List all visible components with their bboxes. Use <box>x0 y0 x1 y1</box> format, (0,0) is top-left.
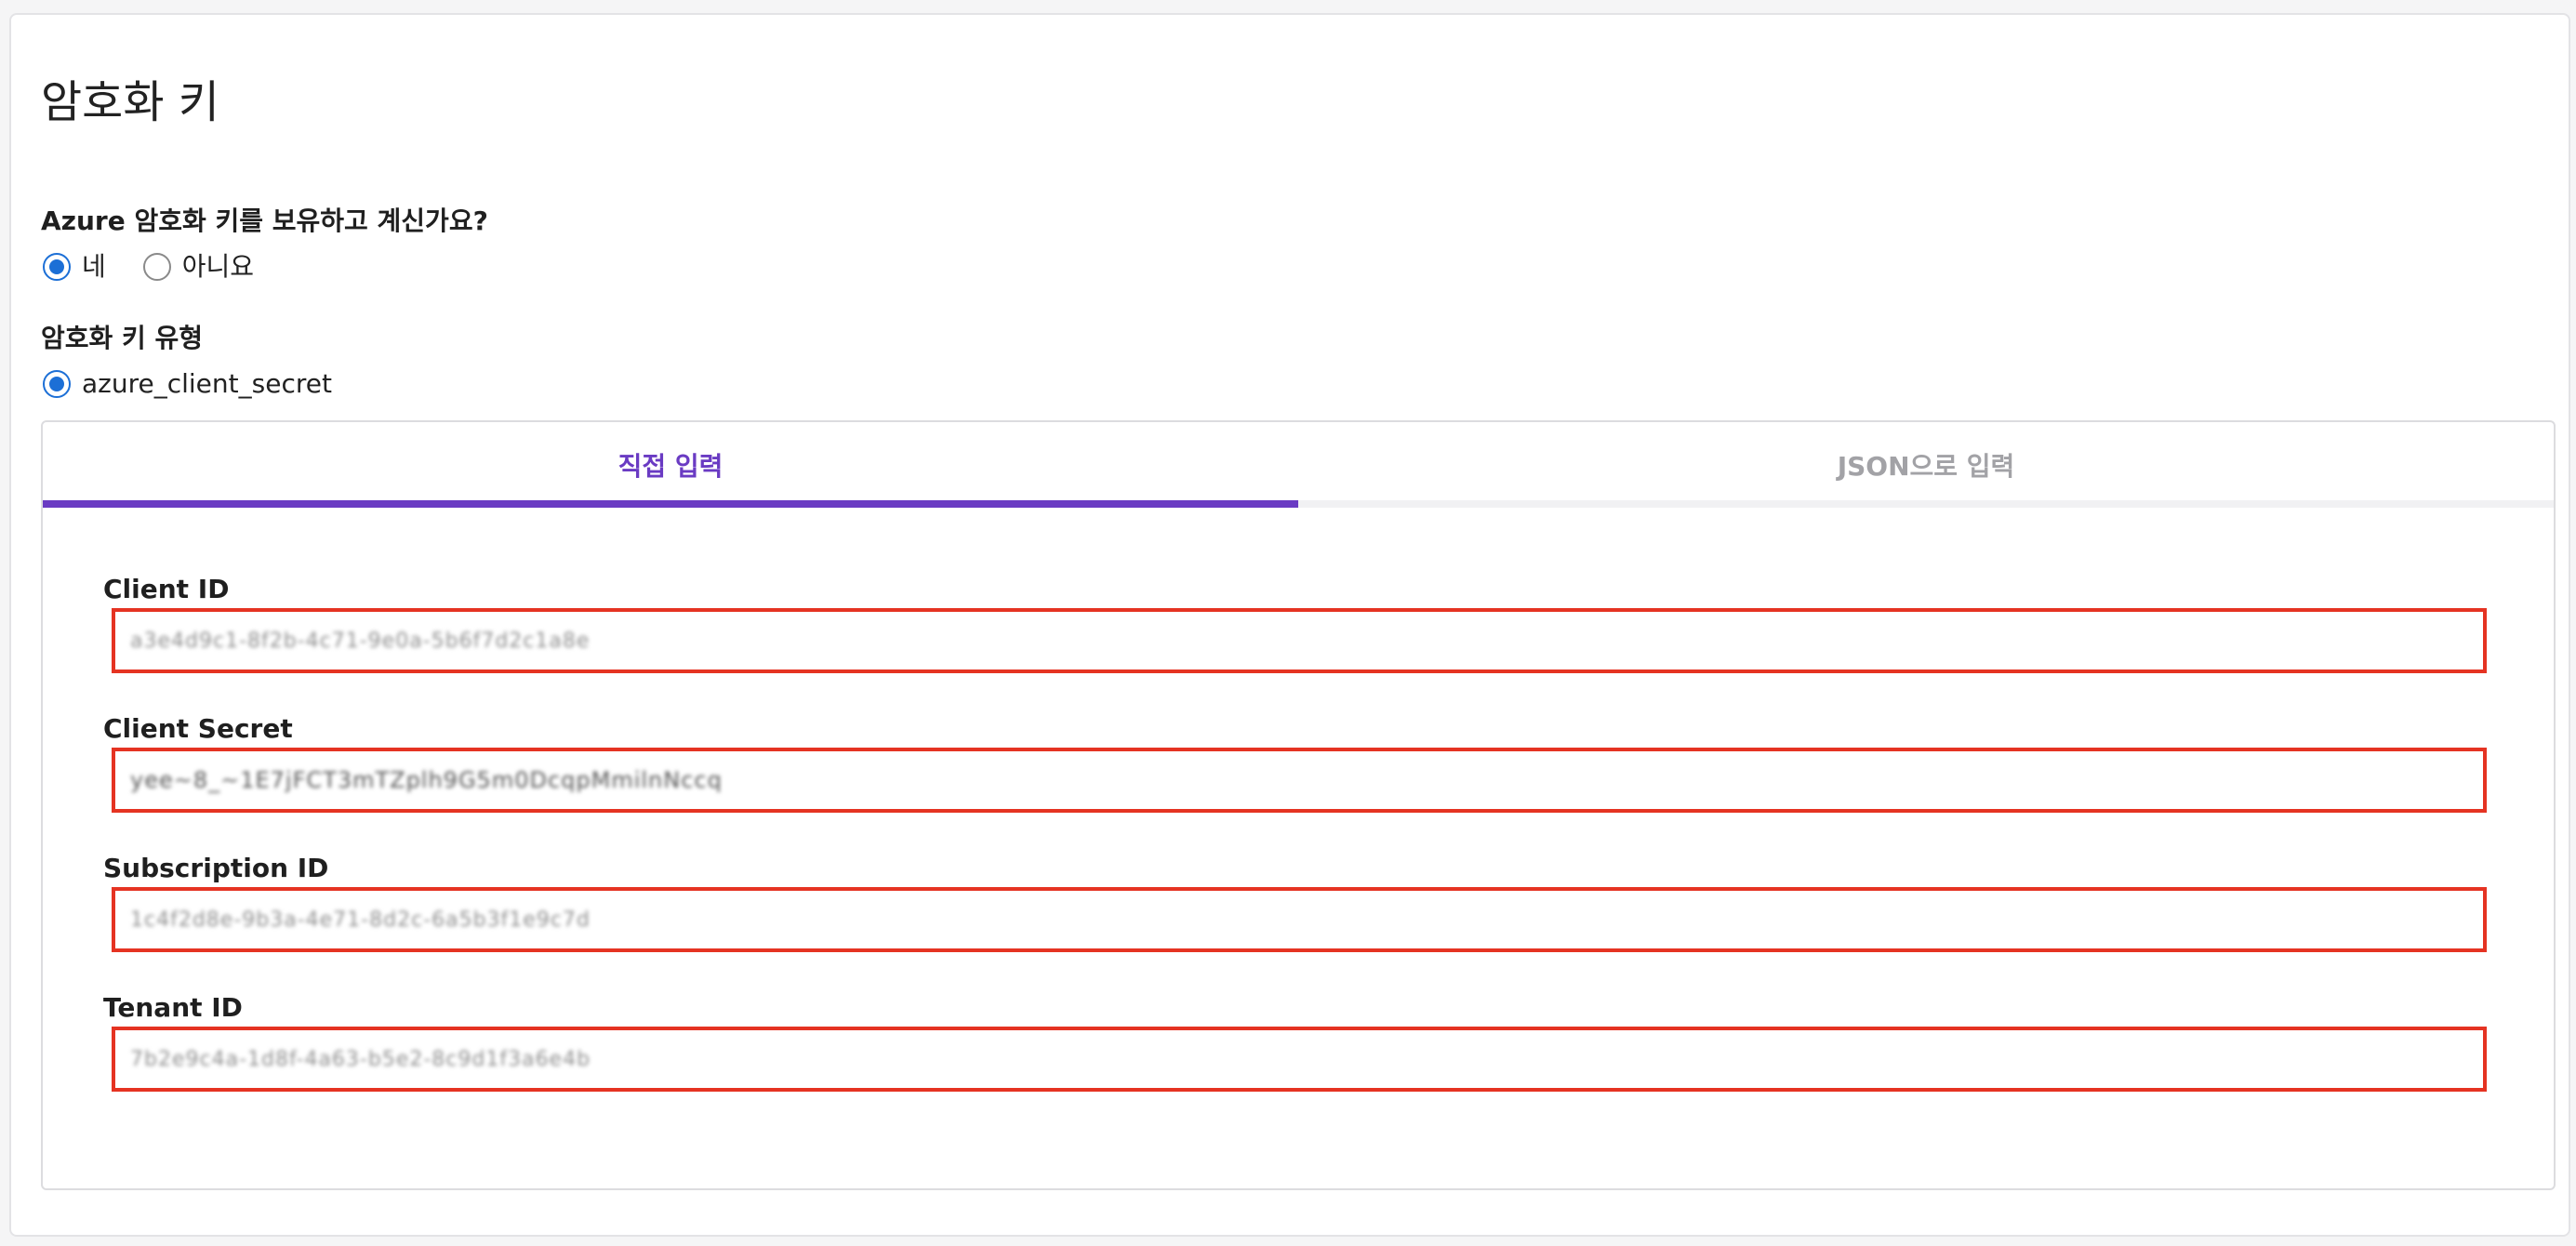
has-key-radio-group: 네 아니요 <box>43 253 291 281</box>
has-key-question-label: Azure 암호화 키를 보유하고 계신가요? <box>41 205 488 236</box>
radio-azure-checked-icon[interactable] <box>43 370 71 398</box>
radio-no-unchecked-icon[interactable] <box>142 253 171 281</box>
radio-no-label: 아니요 <box>181 251 255 282</box>
tab-json-input[interactable]: JSON으로 입력 <box>1298 422 2554 508</box>
page-title: 암호화 키 <box>41 76 219 128</box>
tenant-id-input[interactable]: 7b2e9c4a-1d8f-4a63-b5e2-8c9d1f3a6e4b <box>112 1027 2487 1092</box>
radio-option-azure-client-secret[interactable]: azure_client_secret <box>43 370 332 398</box>
radio-option-no[interactable]: 아니요 <box>142 251 255 282</box>
radio-yes-checked-icon[interactable] <box>43 253 71 281</box>
radio-option-yes[interactable]: 네 <box>43 253 106 281</box>
client-secret-label: Client Secret <box>103 713 293 744</box>
subscription-id-value: 1c4f2d8e-9b3a-4e71-8d2c-6a5b3f1e9c7d <box>130 908 591 932</box>
tenant-id-label: Tenant ID <box>103 992 243 1023</box>
tab-direct-input[interactable]: 직접 입력 <box>43 422 1298 508</box>
radio-azure-label: azure_client_secret <box>82 368 332 399</box>
encryption-key-card: 암호화 키 Azure 암호화 키를 보유하고 계신가요? 네 아니요 암호화 … <box>9 13 2570 1237</box>
client-secret-input[interactable]: yee~8_~1E7jFCT3mTZplh9G5m0DcqpMmilnNccq <box>112 748 2487 813</box>
client-secret-value: yee~8_~1E7jFCT3mTZplh9G5m0DcqpMmilnNccq <box>130 767 723 793</box>
tenant-id-value: 7b2e9c4a-1d8f-4a63-b5e2-8c9d1f3a6e4b <box>130 1047 591 1071</box>
client-id-value: a3e4d9c1-8f2b-4c71-9e0a-5b6f7d2c1a8e <box>130 629 591 653</box>
client-id-input[interactable]: a3e4d9c1-8f2b-4c71-9e0a-5b6f7d2c1a8e <box>112 608 2487 673</box>
tab-bar: 직접 입력 JSON으로 입력 <box>43 422 2554 508</box>
key-type-label: 암호화 키 유형 <box>41 323 204 353</box>
key-type-radio-group: azure_client_secret <box>43 370 369 398</box>
client-id-label: Client ID <box>103 574 230 604</box>
subscription-id-input[interactable]: 1c4f2d8e-9b3a-4e71-8d2c-6a5b3f1e9c7d <box>112 887 2487 952</box>
subscription-id-label: Subscription ID <box>103 853 329 883</box>
radio-yes-label: 네 <box>82 251 106 282</box>
